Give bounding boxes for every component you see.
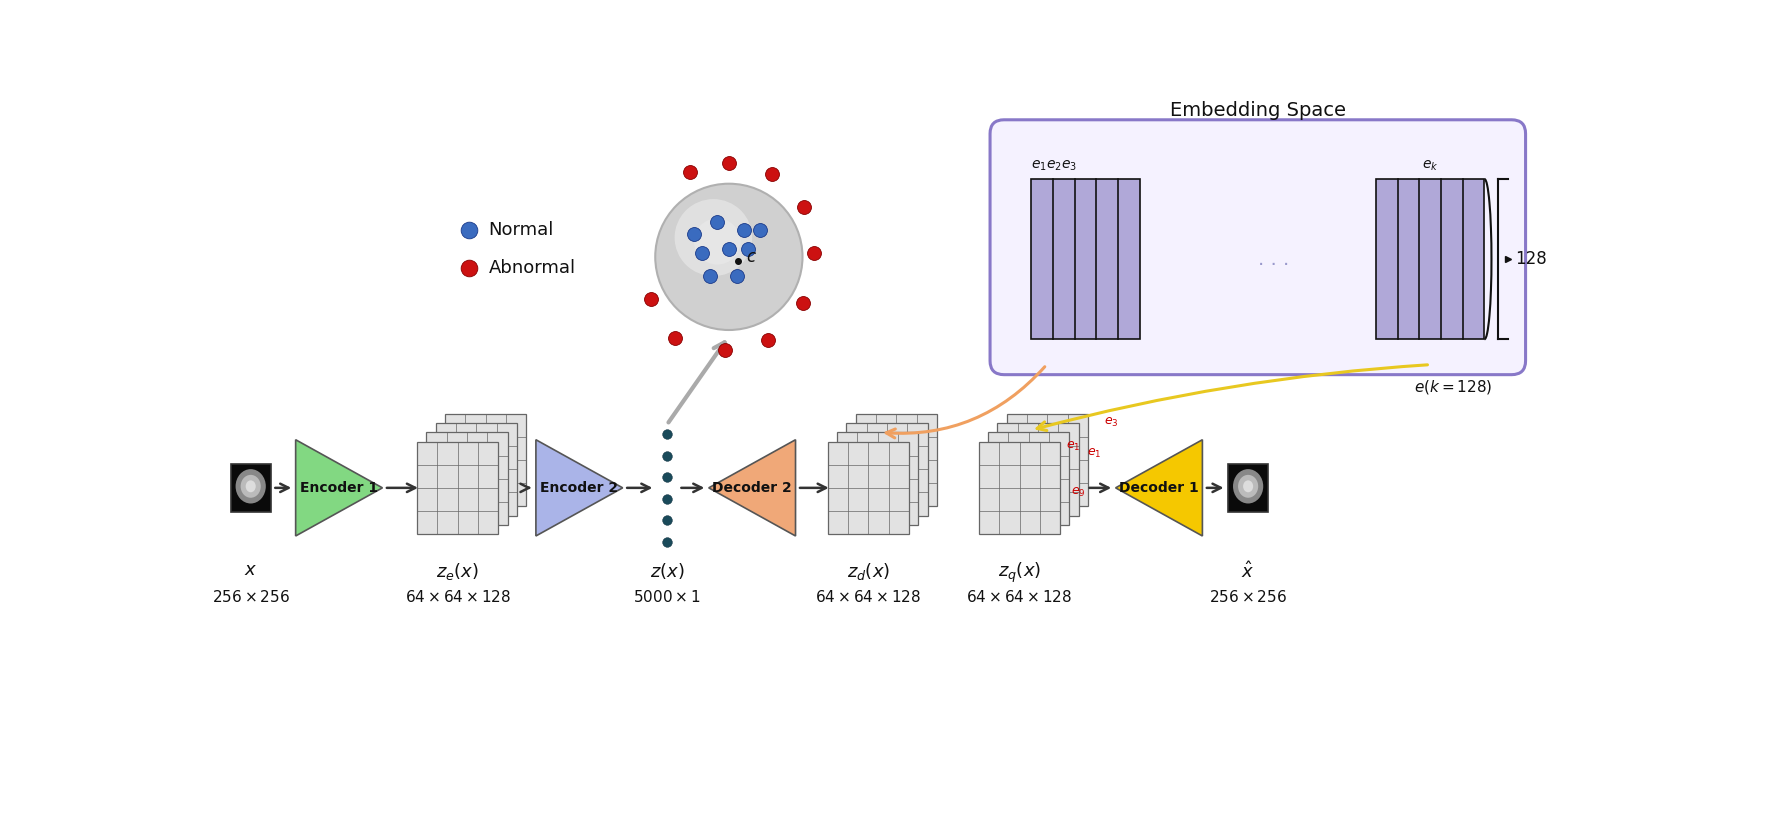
Text: $z(x)$: $z(x)$ [650, 561, 685, 581]
FancyBboxPatch shape [989, 120, 1526, 375]
Text: $64 \times 64 \times 128$: $64 \times 64 \times 128$ [816, 590, 922, 606]
Text: $e_k$: $e_k$ [1421, 158, 1439, 173]
Ellipse shape [241, 475, 260, 497]
Text: $e_1e_2e_3$: $e_1e_2e_3$ [1032, 158, 1078, 173]
Text: Embedding Space: Embedding Space [1170, 101, 1345, 120]
Bar [1375, 179, 1485, 339]
Bar [427, 432, 508, 525]
Polygon shape [296, 440, 382, 536]
Bar [230, 464, 271, 512]
Text: $z_d(x)$: $z_d(x)$ [846, 561, 890, 582]
Ellipse shape [246, 480, 255, 493]
Ellipse shape [1234, 469, 1264, 503]
Text: . . .: . . . [1258, 250, 1289, 269]
Bar [855, 414, 936, 507]
Circle shape [694, 219, 740, 265]
Ellipse shape [235, 469, 266, 503]
Bar [846, 423, 927, 516]
Bar [998, 423, 1078, 516]
Text: $e_9$: $e_9$ [1071, 486, 1085, 499]
Text: $e(k = 128)$: $e(k = 128)$ [1414, 378, 1492, 396]
Text: $64 \times 64 \times 128$: $64 \times 64 \times 128$ [966, 590, 1073, 606]
Circle shape [655, 184, 802, 330]
Text: Encoder 1: Encoder 1 [299, 481, 379, 495]
Text: Encoder 2: Encoder 2 [540, 481, 618, 495]
Text: $e_1$: $e_1$ [1087, 446, 1101, 460]
Text: $5000 \times 1$: $5000 \times 1$ [634, 590, 701, 606]
Polygon shape [536, 440, 623, 536]
Text: $e_1$: $e_1$ [1066, 440, 1081, 453]
Polygon shape [1115, 440, 1202, 536]
Text: $z_q(x)$: $z_q(x)$ [998, 561, 1041, 585]
Text: Decoder 1: Decoder 1 [1119, 481, 1198, 495]
Text: $64 \times 64 \times 128$: $64 \times 64 \times 128$ [405, 590, 512, 606]
Ellipse shape [1237, 475, 1258, 497]
Text: Normal: Normal [489, 221, 554, 239]
Bar [979, 441, 1060, 534]
Ellipse shape [1243, 480, 1253, 493]
Text: $c$: $c$ [745, 248, 758, 266]
Bar [418, 441, 499, 534]
Text: $x$: $x$ [244, 561, 257, 579]
Text: $e_3$: $e_3$ [1103, 416, 1119, 429]
Bar [444, 414, 526, 507]
Text: Decoder 2: Decoder 2 [712, 481, 791, 495]
Bar [988, 432, 1069, 525]
Text: $\hat{x}$: $\hat{x}$ [1241, 561, 1255, 582]
Bar [1228, 464, 1269, 512]
Text: Abnormal: Abnormal [489, 259, 575, 277]
Bar [837, 432, 919, 525]
Bar [1007, 414, 1089, 507]
Polygon shape [708, 440, 795, 536]
Circle shape [674, 199, 752, 276]
Bar [435, 423, 517, 516]
Text: $256 \times 256$: $256 \times 256$ [212, 590, 290, 606]
Text: 128: 128 [1515, 250, 1547, 268]
Text: $256 \times 256$: $256 \times 256$ [1209, 590, 1287, 606]
Text: $z_e(x)$: $z_e(x)$ [435, 561, 480, 582]
Bar [1032, 179, 1140, 339]
Bar [828, 441, 910, 534]
